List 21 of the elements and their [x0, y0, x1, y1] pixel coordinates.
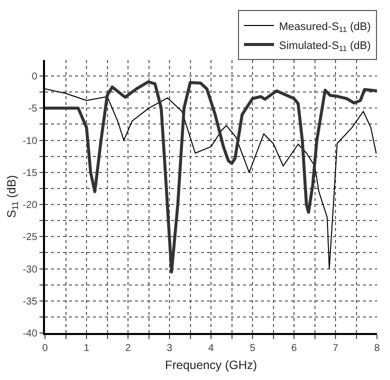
y-tick-label: -20	[22, 200, 38, 212]
x-tick-label: 3	[166, 342, 173, 354]
y-tick-label: -15	[22, 168, 38, 179]
x-tick-label: 1	[84, 342, 90, 354]
y-tick-label: 0	[32, 72, 38, 83]
legend-label: Measured-S$_{11}$ (dB)	[279, 20, 371, 34]
x-tick-label: 7	[332, 342, 339, 354]
x-tick-label: 5	[250, 342, 256, 354]
y-tick-label: -10	[22, 136, 38, 147]
x-tick-label: 6	[291, 342, 298, 354]
y-tick-label: -5	[28, 104, 38, 115]
x-tick-label: 8	[374, 342, 380, 354]
x-tick-label: 4	[208, 342, 214, 354]
x-tick-label: 2	[125, 342, 132, 354]
x-axis-title: Frequency (GHz)	[164, 358, 258, 372]
y-tick-label: -25	[22, 232, 38, 244]
legend-label: Simulated-S$_{11}$ (dB)	[279, 40, 371, 54]
y-tick-label: -35	[22, 296, 38, 308]
y-tick-label: -30	[22, 264, 38, 276]
y-tick-label: -40	[22, 328, 38, 340]
x-tick-label: 0	[42, 342, 48, 354]
